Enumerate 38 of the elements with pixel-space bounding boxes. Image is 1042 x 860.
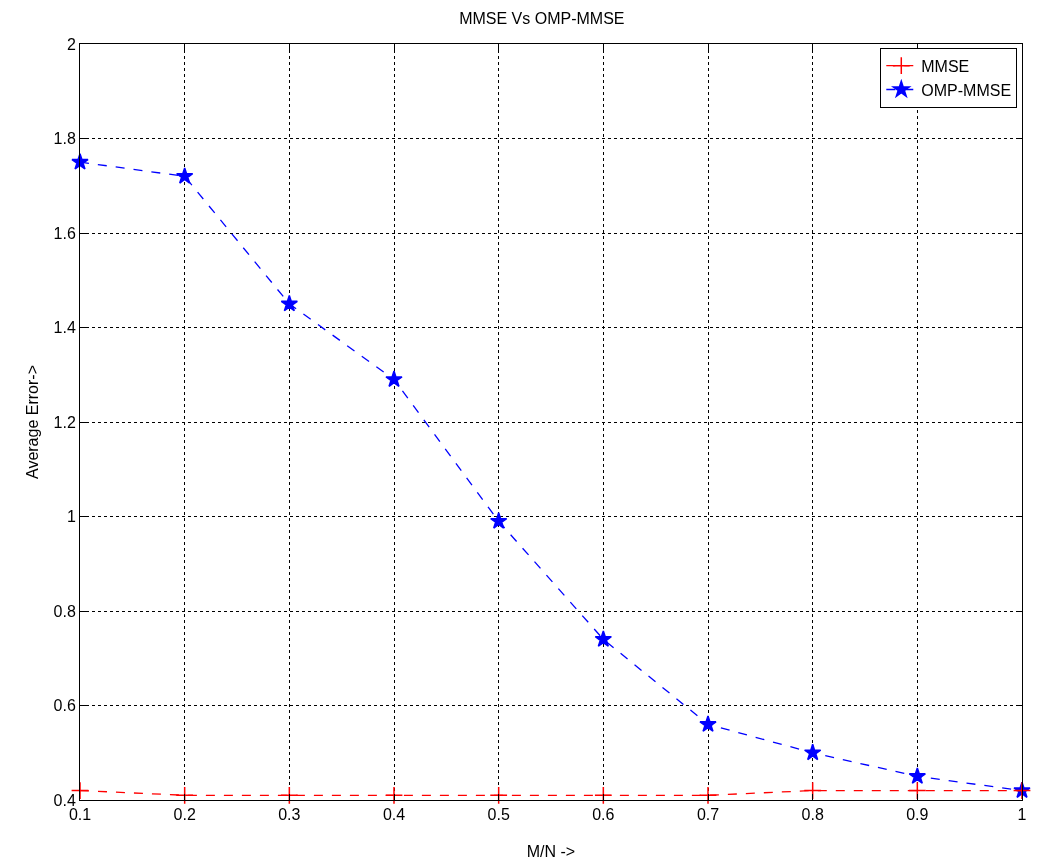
point xyxy=(699,715,717,732)
point xyxy=(175,786,194,805)
y-tick-label: 2 xyxy=(66,35,76,53)
point xyxy=(908,767,927,784)
point xyxy=(803,743,822,761)
x-tick-label: 0.5 xyxy=(487,806,510,824)
point xyxy=(384,786,404,805)
point xyxy=(698,786,718,805)
legend-label: OMP-MMSE xyxy=(921,81,1012,99)
x-tick-label: 0.2 xyxy=(173,806,196,824)
y-tick-label: 0.6 xyxy=(53,697,76,715)
x-tick-label: 0.3 xyxy=(278,806,301,824)
point xyxy=(385,370,403,388)
y-tick-label: 1.6 xyxy=(53,224,76,242)
point xyxy=(280,294,299,312)
chart-title: MMSE Vs OMP-MMSE xyxy=(459,10,625,28)
x-tick-label: 0.7 xyxy=(696,806,720,824)
y-axis-title: Average Error-> xyxy=(24,365,41,479)
y-tick-label: 1.8 xyxy=(53,130,76,148)
x-tick-label: 0.4 xyxy=(382,806,406,824)
x-tick-label: 0.9 xyxy=(906,806,929,824)
legend-label: MMSE xyxy=(921,57,970,75)
point xyxy=(594,630,613,647)
point xyxy=(280,786,299,805)
y-tick-label: 1 xyxy=(66,508,76,526)
x-tick-label: 1 xyxy=(1017,806,1027,824)
point xyxy=(594,786,613,805)
x-tick-label: 0.8 xyxy=(801,806,824,824)
y-tick-label: 0.8 xyxy=(53,602,76,620)
y-tick-label: 1.2 xyxy=(53,413,76,431)
x-tick-label: 0.1 xyxy=(68,806,92,824)
point xyxy=(489,786,508,805)
point xyxy=(489,512,508,529)
x-axis-title: M/N -> xyxy=(526,843,576,860)
x-tick-label: 0.6 xyxy=(592,806,615,824)
y-tick-label: 1.4 xyxy=(53,319,76,337)
point xyxy=(175,167,194,184)
y-tick-label: 0.4 xyxy=(53,791,76,809)
